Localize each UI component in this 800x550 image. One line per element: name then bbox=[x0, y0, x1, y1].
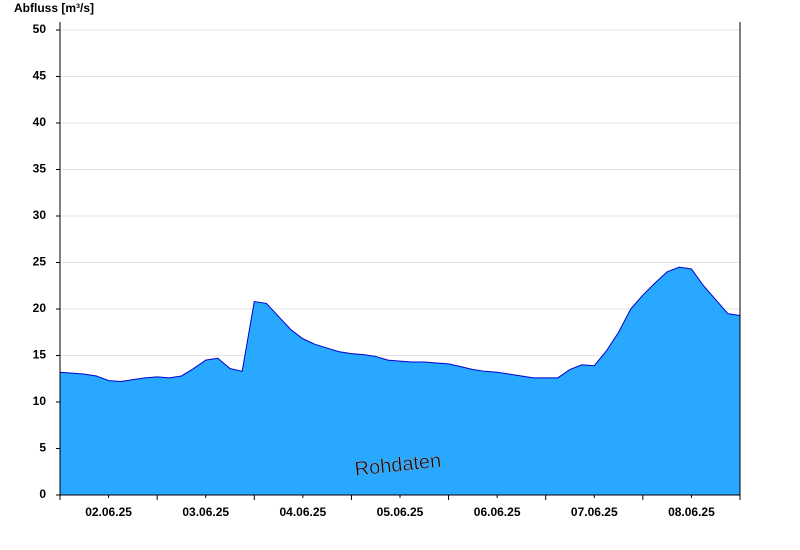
line bbox=[59, 266, 741, 383]
y-tick-label: 5 bbox=[39, 441, 46, 455]
y-tick-label: 40 bbox=[33, 115, 47, 129]
y-tick-label: 10 bbox=[33, 394, 47, 408]
x-tick-label: 03.06.25 bbox=[182, 505, 229, 519]
y-tick-label: 0 bbox=[39, 487, 46, 501]
x-tick-label: 07.06.25 bbox=[571, 505, 618, 519]
y-tick-label: 30 bbox=[33, 208, 47, 222]
y-tick-label: 25 bbox=[33, 255, 47, 269]
x-tick-label: 02.06.25 bbox=[85, 505, 132, 519]
area bbox=[60, 267, 740, 495]
x-tick-label: 08.06.25 bbox=[668, 505, 715, 519]
y-tick-label: 45 bbox=[33, 69, 47, 83]
y-tick-label: 20 bbox=[33, 301, 47, 315]
x-tick-label: 05.06.25 bbox=[377, 505, 424, 519]
y-axis-label: Abfluss [m³/s] bbox=[14, 1, 94, 15]
y-tick-label: 50 bbox=[33, 22, 47, 36]
y-tick-label: 15 bbox=[33, 348, 47, 362]
x-tick-label: 04.06.25 bbox=[279, 505, 326, 519]
x-tick-label: 06.06.25 bbox=[474, 505, 521, 519]
y-tick-label: 35 bbox=[33, 162, 47, 176]
